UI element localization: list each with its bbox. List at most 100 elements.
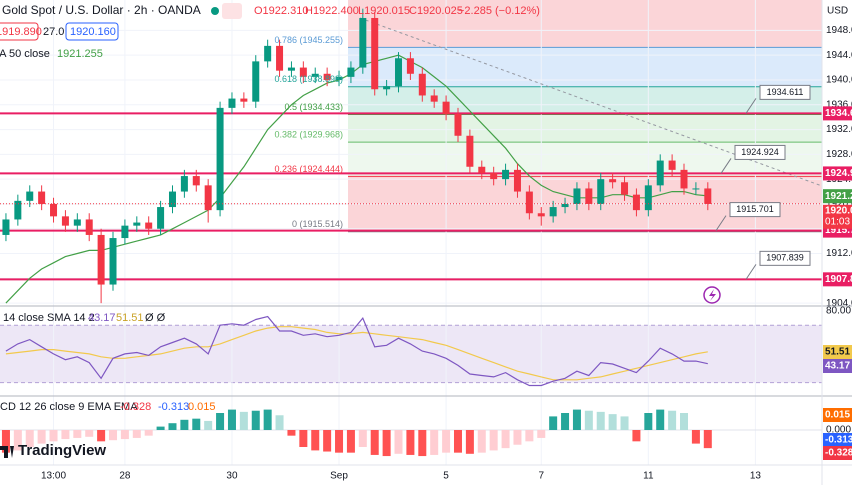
macd-bar bbox=[477, 430, 486, 453]
candle-body bbox=[609, 179, 617, 183]
candle-body bbox=[525, 191, 533, 214]
macd-bar bbox=[180, 419, 189, 430]
callout-label: 1915.701 bbox=[736, 204, 774, 214]
bid-box bbox=[0, 22, 39, 41]
macd-value: -0.328 bbox=[120, 401, 151, 413]
candle-body bbox=[454, 114, 462, 136]
callout-label: 1934.611 bbox=[767, 87, 804, 97]
macd-bar bbox=[370, 430, 379, 455]
macd-bar bbox=[584, 410, 593, 430]
macd-bar bbox=[691, 430, 700, 444]
candle-body bbox=[704, 188, 712, 204]
ohlc-value: H1922.400 bbox=[305, 5, 359, 17]
macd-name: CD 12 26 close 9 EMA EMA bbox=[0, 401, 138, 413]
indicator-tag bbox=[823, 345, 852, 359]
macd-bar bbox=[358, 430, 367, 447]
macd-bar bbox=[25, 430, 34, 447]
callout-label: 1924.924 bbox=[741, 147, 779, 157]
callout-leader bbox=[745, 98, 757, 114]
candle-body bbox=[14, 200, 22, 220]
candle-body bbox=[287, 67, 295, 71]
x-tick-label: 28 bbox=[119, 471, 131, 482]
callout-box bbox=[729, 202, 781, 218]
price-tag bbox=[823, 272, 852, 287]
candle-body bbox=[692, 188, 700, 190]
chart-title: Gold Spot / U.S. Dollar · 2h · OANDA bbox=[2, 3, 201, 17]
candle-body bbox=[656, 160, 664, 186]
macd-bar bbox=[656, 409, 665, 430]
macd-bar bbox=[263, 409, 272, 430]
indicator-tag bbox=[823, 446, 852, 460]
fib-zone bbox=[348, 86, 822, 115]
y-tick-label: 1932.0 bbox=[826, 124, 852, 135]
macd-bar bbox=[85, 430, 94, 437]
callout-label: 1907.839 bbox=[766, 253, 804, 263]
macd-bar bbox=[97, 430, 106, 442]
candle-body bbox=[335, 76, 343, 80]
macd-bar bbox=[335, 430, 344, 453]
price-tag-label: 1934.611 bbox=[825, 108, 852, 119]
macd-bar bbox=[132, 430, 141, 438]
macd-bar bbox=[644, 413, 653, 430]
macd-bar bbox=[120, 430, 129, 440]
candle-body bbox=[323, 73, 331, 80]
bid-price: 1919.890 bbox=[0, 26, 42, 38]
rsi-sma-value: 51.51 bbox=[116, 312, 144, 324]
candle-body bbox=[371, 17, 379, 90]
fib-label: 0 (1915.514) bbox=[292, 219, 343, 229]
macd-bar bbox=[620, 416, 629, 430]
macd-bar bbox=[394, 430, 403, 454]
callout-box bbox=[759, 250, 811, 266]
candle-body bbox=[133, 222, 141, 226]
macd-bar bbox=[73, 430, 82, 438]
macd-bar bbox=[109, 430, 118, 441]
candle-body bbox=[621, 182, 629, 195]
alert-icon[interactable] bbox=[703, 286, 721, 304]
candle-body bbox=[38, 191, 46, 204]
candle-body bbox=[109, 238, 117, 285]
marks bbox=[0, 8, 822, 457]
macd-bar bbox=[632, 430, 641, 442]
x-tick-label: 13:00 bbox=[41, 471, 66, 482]
candle-body bbox=[644, 185, 652, 211]
x-tick-label: 7 bbox=[538, 471, 544, 482]
macd-bar bbox=[453, 430, 462, 453]
y-tick-label: 1948.0 bbox=[826, 25, 852, 36]
candle-body bbox=[240, 98, 248, 102]
fib-zone bbox=[348, 0, 822, 48]
candle-body bbox=[668, 160, 676, 170]
callout-leader bbox=[745, 264, 757, 280]
candle-body bbox=[478, 166, 486, 173]
candle-body bbox=[430, 95, 438, 102]
indicator-tag-label: 43.17 bbox=[825, 361, 850, 372]
indicator-tag bbox=[823, 408, 852, 422]
rsi-sma-line bbox=[5, 326, 708, 381]
candle-body bbox=[347, 67, 355, 77]
alert-icon-bolt bbox=[709, 289, 716, 301]
sma-value: 1921.255 bbox=[57, 48, 103, 60]
candle-body bbox=[502, 169, 510, 180]
candle-body bbox=[549, 207, 557, 217]
fib-label: 0.786 (1945.255) bbox=[274, 35, 343, 45]
y-tick-label: 80.00 bbox=[826, 306, 851, 317]
rsi-extra: Ø Ø bbox=[145, 312, 166, 324]
x-tick-label: 11 bbox=[643, 471, 654, 482]
currency: USD bbox=[827, 6, 848, 17]
rsi-band bbox=[0, 325, 822, 383]
y-tick-label: 0.000 bbox=[826, 425, 851, 436]
macd-bar bbox=[525, 430, 534, 442]
candle-body bbox=[359, 17, 367, 68]
sma-tag-label: 1921.255 bbox=[825, 191, 852, 202]
macd-bar bbox=[596, 411, 605, 430]
y-tick-label: 1912.0 bbox=[826, 248, 852, 259]
rsi-value: 43.17 bbox=[88, 312, 116, 324]
candle-body bbox=[395, 58, 403, 87]
candle-body bbox=[490, 172, 498, 180]
y-tick-label: 1936.0 bbox=[826, 99, 852, 110]
macd-bar bbox=[299, 430, 308, 447]
fib-zone bbox=[348, 114, 822, 143]
brand-logo bbox=[0, 446, 14, 458]
candle-body bbox=[537, 213, 545, 217]
ask-box bbox=[65, 22, 119, 41]
